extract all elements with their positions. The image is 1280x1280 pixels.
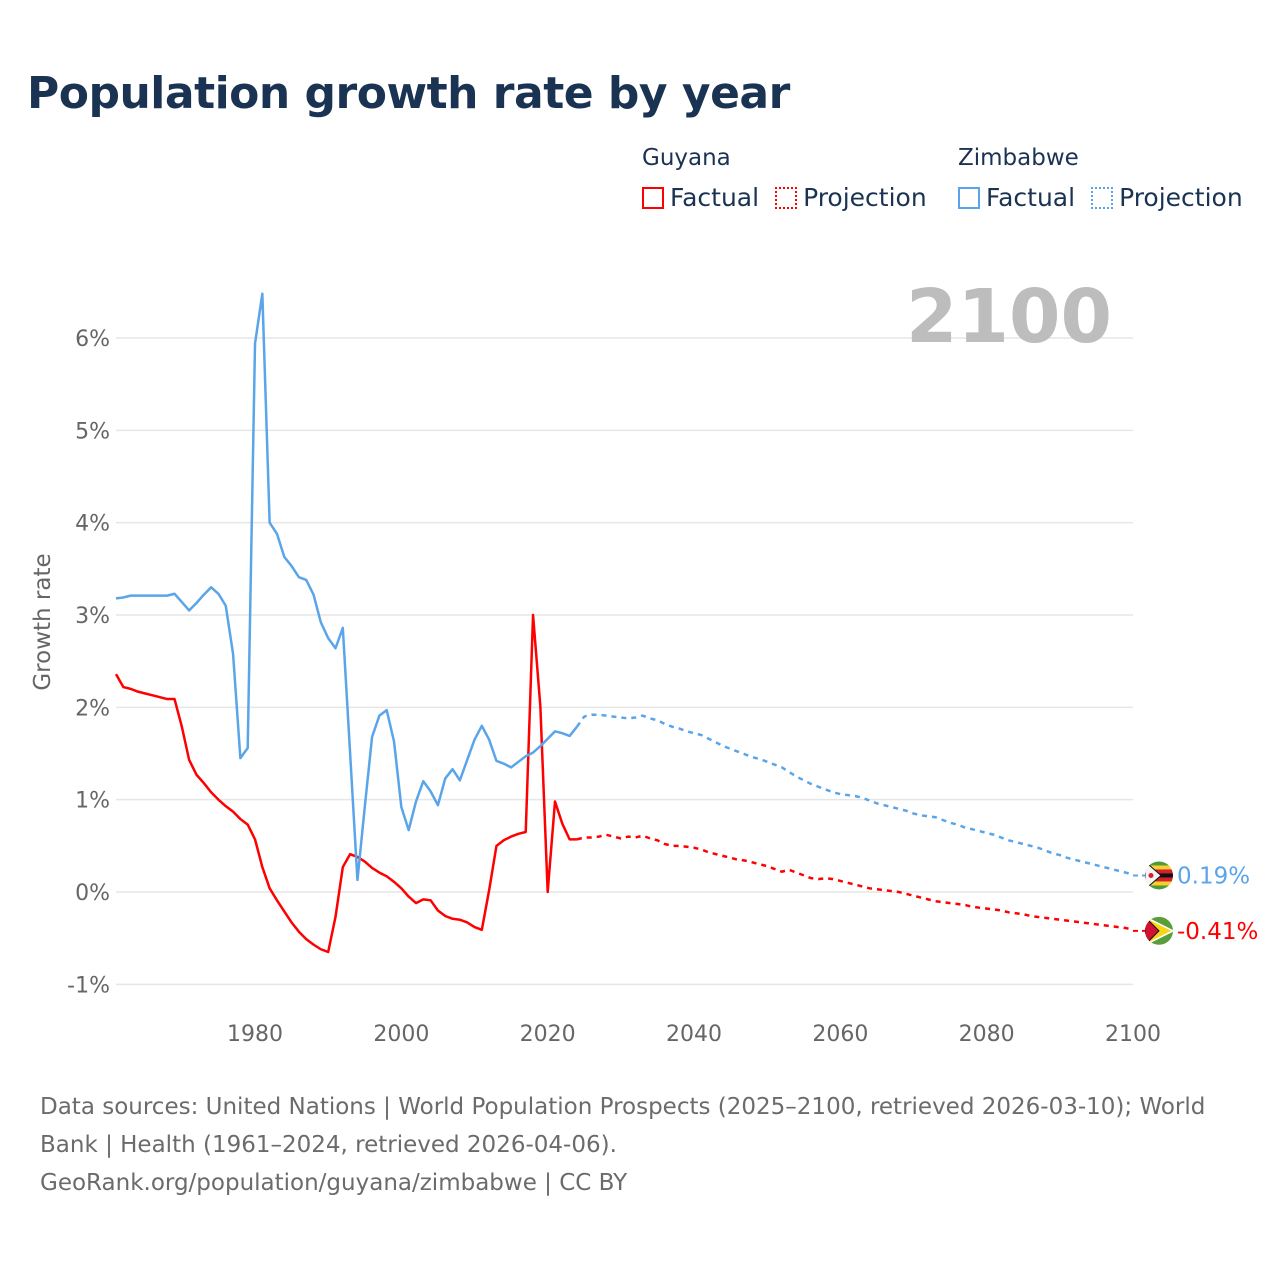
- sources-link[interactable]: GeoRank.org/population/guyana/zimbabwe |…: [40, 1170, 628, 1196]
- y-tick-label: 0%: [75, 881, 110, 906]
- legend-item-zimbabwe-factual[interactable]: Factual: [958, 183, 1075, 212]
- x-tick-label: 2060: [812, 1022, 868, 1047]
- legend-swatch-dotted: [1091, 186, 1114, 209]
- legend-country-name: Guyana: [642, 145, 731, 171]
- zimbabwe-end-value: 0.19%: [1177, 863, 1250, 889]
- legend-item-zimbabwe-projection[interactable]: Projection: [1091, 183, 1243, 212]
- sources-text: Data sources: United Nations | World Pop…: [40, 1094, 1206, 1158]
- legend-label: Projection: [803, 183, 927, 212]
- legend-item-guyana-factual[interactable]: Factual: [642, 183, 759, 212]
- y-tick-label: -1%: [67, 973, 110, 998]
- legend-label: Factual: [986, 183, 1076, 212]
- zimbabwe-factual-line: [115, 292, 578, 882]
- legend-guyana: Guyana Factual Projection: [642, 145, 927, 212]
- x-tick-label: 2080: [959, 1022, 1015, 1047]
- x-tick-label: 2040: [666, 1022, 722, 1047]
- sources: Data sources: United Nations | World Pop…: [40, 1088, 1240, 1202]
- guyana-end-value: -0.41%: [1177, 919, 1258, 945]
- legend-zimbabwe: Zimbabwe Factual Projection: [958, 145, 1243, 212]
- zimbabwe-projection-line: [575, 713, 1134, 876]
- legend-item-guyana-projection[interactable]: Projection: [775, 183, 927, 212]
- legend-swatch-solid: [642, 186, 664, 209]
- x-tick-label: 2020: [520, 1022, 576, 1047]
- year-indicator: 2100: [906, 274, 1112, 360]
- legend-swatch-dotted: [775, 186, 798, 209]
- guyana-factual-line: [114, 613, 577, 954]
- guyana-projection-line: [576, 833, 1134, 932]
- legend-label: Factual: [670, 183, 760, 212]
- y-tick-label: 4%: [75, 512, 110, 537]
- chart-title: Population growth rate by year: [27, 68, 790, 119]
- x-tick-label: 2100: [1105, 1022, 1161, 1047]
- y-tick-label: 3%: [75, 604, 110, 629]
- guyana-flag-icon: [1145, 916, 1173, 945]
- legend-swatch-solid: [958, 186, 980, 209]
- y-tick-label: 5%: [75, 419, 110, 444]
- y-tick-label: 2%: [75, 696, 110, 721]
- y-tick-label: 6%: [75, 327, 110, 352]
- x-tick-label: 2000: [373, 1022, 429, 1047]
- legend-country-name: Zimbabwe: [958, 145, 1079, 171]
- legend-label: Projection: [1119, 183, 1243, 212]
- zimbabwe-flag-icon: [1145, 861, 1173, 890]
- y-tick-label: 1%: [75, 789, 110, 814]
- y-axis-label: Growth rate: [30, 553, 56, 690]
- x-tick-label: 1980: [227, 1022, 283, 1047]
